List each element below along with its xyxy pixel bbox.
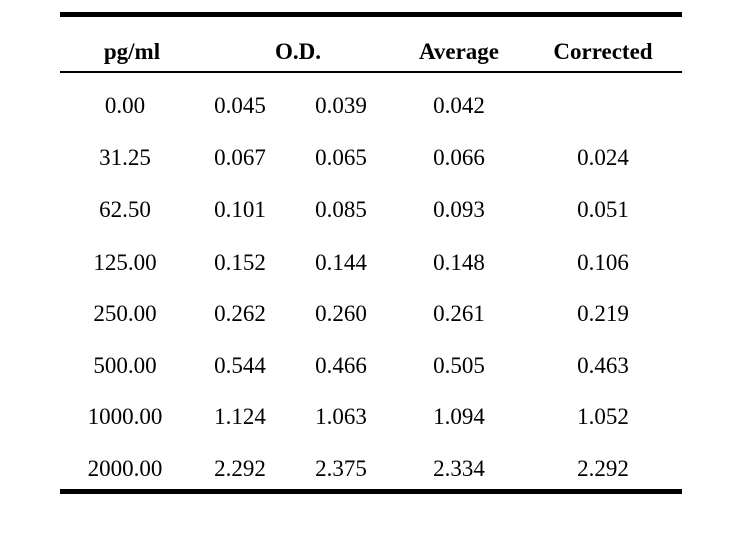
- cell-concentration: 125.00: [93, 250, 157, 275]
- cell-concentration: 500.00: [93, 353, 157, 378]
- cell-average: 0.042: [433, 93, 485, 118]
- cell-od-1: 2.292: [214, 456, 266, 481]
- cell-concentration: 62.50: [99, 197, 151, 222]
- cell-od-1: 1.124: [214, 404, 266, 429]
- header-od: O.D.: [275, 39, 321, 64]
- cell-od-2: 0.260: [315, 301, 367, 326]
- cell-od-1: 0.067: [214, 145, 266, 170]
- cell-corrected: 1.052: [577, 404, 629, 429]
- header-corrected: Corrected: [553, 39, 653, 64]
- cell-average: 0.505: [433, 353, 485, 378]
- cell-od-1: 0.152: [214, 250, 266, 275]
- cell-od-1: 0.045: [214, 93, 266, 118]
- cell-average: 0.066: [433, 145, 485, 170]
- cell-od-2: 2.375: [315, 456, 367, 481]
- cell-od-2: 0.466: [315, 353, 367, 378]
- cell-od-2: 1.063: [315, 404, 367, 429]
- cell-corrected: 0.463: [577, 353, 629, 378]
- cell-concentration: 0.00: [104, 93, 146, 118]
- cell-od-2: 0.039: [315, 93, 367, 118]
- cell-average: 0.261: [433, 301, 485, 326]
- header-concentration: pg/ml: [103, 39, 161, 64]
- cell-od-2: 0.065: [315, 145, 367, 170]
- cell-corrected: 0.106: [577, 250, 629, 275]
- cell-od-2: 0.144: [315, 250, 367, 275]
- cell-average: 0.093: [433, 197, 485, 222]
- cell-average: 1.094: [433, 404, 485, 429]
- table-top-rule: [60, 12, 682, 17]
- cell-od-1: 0.262: [214, 301, 266, 326]
- cell-concentration: 31.25: [99, 145, 151, 170]
- cell-od-1: 0.544: [214, 353, 266, 378]
- cell-od-1: 0.101: [214, 197, 266, 222]
- table-header-rule: [60, 71, 682, 73]
- cell-concentration: 1000.00: [87, 404, 163, 429]
- cell-corrected: 0.051: [577, 197, 629, 222]
- cell-average: 0.148: [433, 250, 485, 275]
- header-average: Average: [418, 39, 500, 64]
- cell-concentration: 250.00: [93, 301, 157, 326]
- cell-corrected: 2.292: [577, 456, 629, 481]
- cell-corrected: 0.219: [577, 301, 629, 326]
- cell-corrected: 0.024: [577, 145, 629, 170]
- table-bottom-rule: [60, 489, 682, 494]
- cell-od-2: 0.085: [315, 197, 367, 222]
- cell-concentration: 2000.00: [87, 456, 163, 481]
- cell-average: 2.334: [433, 456, 485, 481]
